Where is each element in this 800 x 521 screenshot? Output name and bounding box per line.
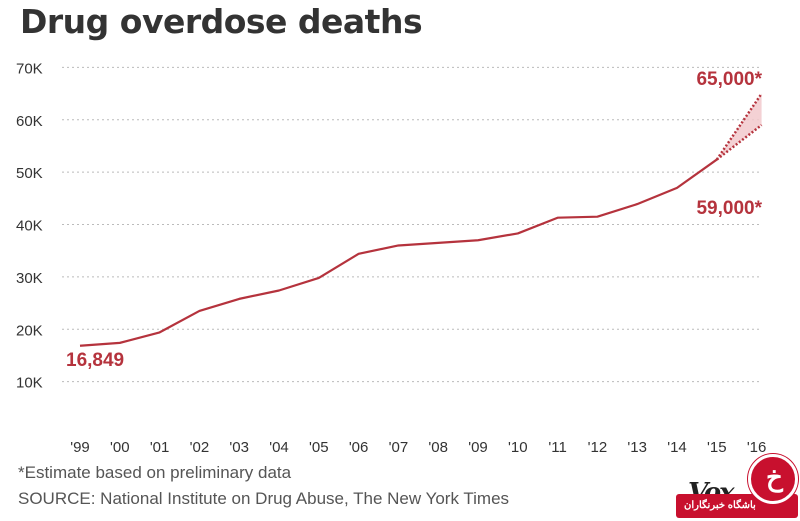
x-tick-label: '06 <box>349 439 369 456</box>
x-tick-label: '01 <box>150 439 170 456</box>
y-axis-ticks: 10K 20K 30K 40K 50K 60K 70K <box>16 60 43 391</box>
x-tick-label: '02 <box>190 439 210 456</box>
estimate-band <box>715 92 763 161</box>
x-axis-ticks: '99 '00 '01 '02 '03 '04 '05 '06 '07 '08 '09 '10 '11 '… <box>70 439 766 456</box>
x-tick-label: '09 <box>468 439 488 456</box>
x-tick-label: '99 <box>70 439 90 456</box>
x-tick-label: '05 <box>309 439 329 456</box>
start-value-label: 16,849 <box>66 350 124 371</box>
series-line <box>79 158 718 347</box>
y-tick-label: 20K <box>16 322 43 339</box>
y-tick-label: 60K <box>16 113 43 130</box>
x-tick-label: '12 <box>588 439 608 456</box>
x-tick-label: '00 <box>110 439 130 456</box>
low-estimate-label: 59,000* <box>696 198 762 219</box>
x-tick-label: '03 <box>229 439 249 456</box>
deaths-line <box>79 158 718 347</box>
high-estimate-label: 65,000* <box>696 69 762 90</box>
x-tick-label: '11 <box>548 439 566 456</box>
estimate-high-line <box>715 92 763 161</box>
footnote: *Estimate based on preliminary data <box>18 463 292 482</box>
y-tick-label: 40K <box>16 218 43 235</box>
source-credit: SOURCE: National Institute on Drug Abuse… <box>18 489 510 508</box>
x-tick-label: '04 <box>269 439 289 456</box>
x-tick-label: '15 <box>707 439 727 456</box>
y-tick-label: 10K <box>16 375 43 392</box>
x-tick-label: '13 <box>627 439 647 456</box>
watermark-badge-icon: خ <box>748 454 798 504</box>
x-tick-label: '16 <box>747 439 767 456</box>
y-tick-label: 70K <box>16 60 43 77</box>
estimate-area <box>716 93 762 160</box>
x-tick-label: '07 <box>389 439 409 456</box>
estimate-low-line <box>716 124 763 161</box>
x-tick-label: '14 <box>667 439 687 456</box>
y-tick-label: 30K <box>16 270 43 287</box>
annotations: 16,849 65,000* 59,000* <box>66 69 763 371</box>
gridlines <box>62 66 760 383</box>
y-tick-label: 50K <box>16 165 43 182</box>
x-tick-label: '10 <box>508 439 528 456</box>
x-tick-label: '08 <box>428 439 448 456</box>
chart-title: Drug overdose deaths <box>20 2 423 41</box>
